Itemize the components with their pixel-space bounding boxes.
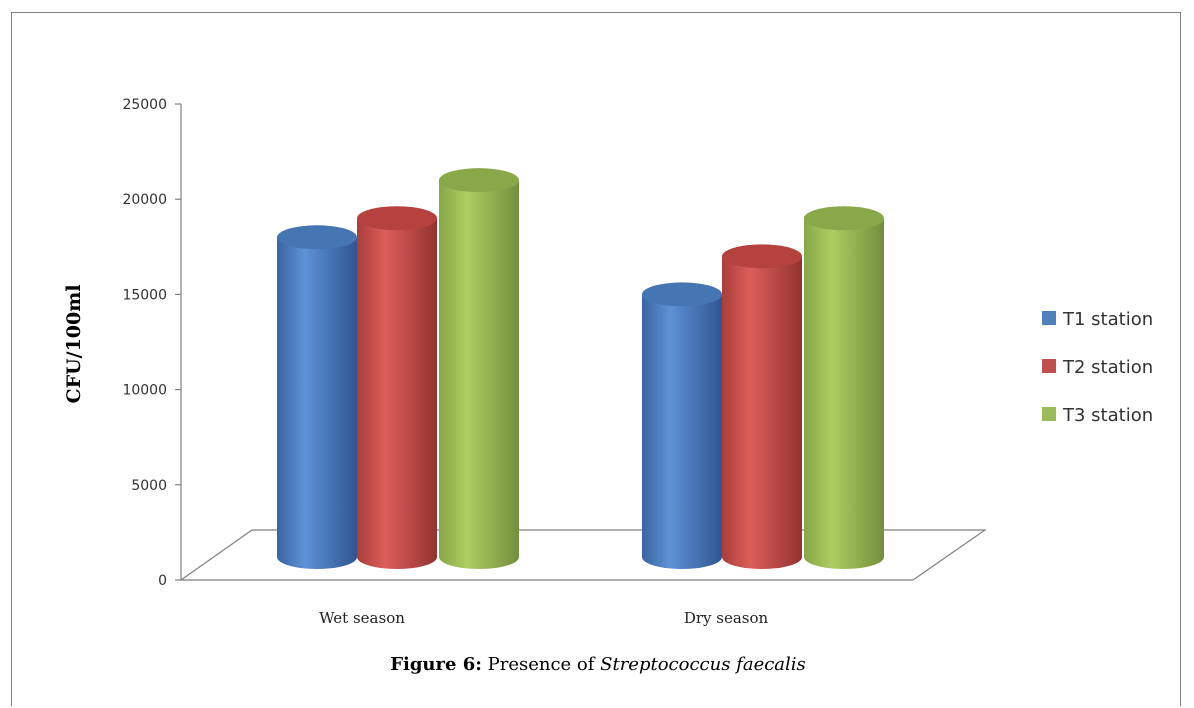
x-tick-label: Wet season (319, 609, 405, 627)
bar-top (277, 225, 357, 250)
bar-body (722, 256, 802, 569)
bar-top (357, 206, 437, 231)
legend-label: T3 station (1062, 405, 1153, 426)
caption-label: Figure 6: (390, 654, 482, 675)
bar (722, 244, 802, 569)
legend-item: T2 station (1042, 357, 1153, 378)
legend-label: T2 station (1062, 357, 1153, 378)
legend: T1 station T2 station T3 station (1042, 309, 1153, 426)
bar-body (277, 237, 357, 569)
bar-body (804, 218, 884, 570)
legend-item: T3 station (1042, 405, 1153, 426)
bar (439, 168, 519, 569)
bar-top (439, 168, 519, 193)
legend-item: T1 station (1042, 309, 1153, 330)
legend-swatch (1042, 359, 1056, 373)
caption-species: Streptococcus faecalis (600, 654, 806, 675)
bar (357, 206, 437, 570)
y-tick-label: 20000 (122, 192, 167, 208)
bar (642, 282, 722, 569)
x-tick-label: Dry season (684, 609, 769, 627)
x-axis-labels: Wet season Dry season (319, 609, 768, 627)
bar-top (804, 206, 884, 231)
y-tick-label: 10000 (122, 383, 167, 399)
y-tick-label: 15000 (122, 287, 167, 303)
floor-plane (179, 529, 987, 581)
chart-frame (11, 12, 1181, 706)
bar-body (439, 180, 519, 569)
bar-top (722, 244, 802, 269)
y-tick-label: 5000 (131, 478, 167, 494)
figure-caption: Figure 6: Presence of Streptococcus faec… (390, 654, 806, 675)
caption-text: Presence of (482, 654, 600, 675)
bar (277, 225, 357, 569)
bar-body (642, 294, 722, 569)
bar (804, 206, 884, 570)
y-tick-label: 25000 (122, 97, 167, 113)
legend-swatch (1042, 407, 1056, 421)
bar-top (642, 282, 722, 307)
bar-body (357, 218, 437, 570)
legend-swatch (1042, 311, 1056, 325)
y-axis: 0 5000 10000 15000 20000 25000 (122, 97, 182, 589)
legend-label: T1 station (1062, 309, 1153, 330)
bars (277, 168, 884, 570)
chart-floor (179, 529, 987, 581)
y-axis-label: CFU/100ml (63, 284, 85, 403)
y-tick-label: 0 (158, 573, 167, 589)
